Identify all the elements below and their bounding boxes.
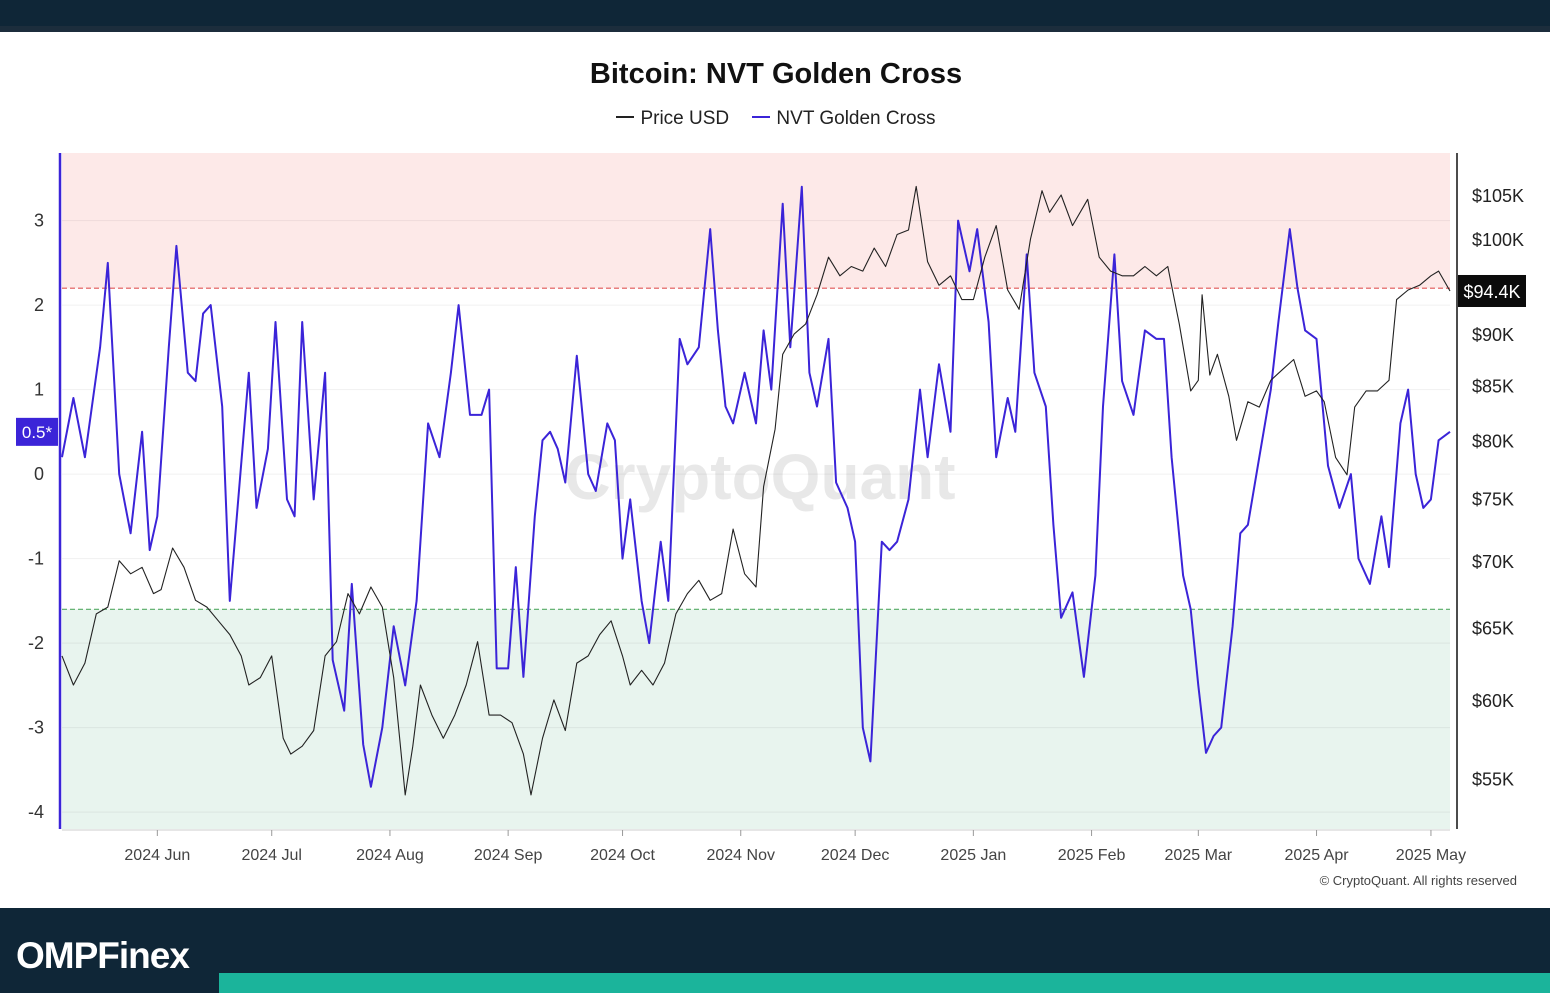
x-tick-label: 2025 Jan <box>940 847 1006 864</box>
legend-label-nvt: NVT Golden Cross <box>776 108 936 129</box>
x-tick-label: 2024 Jul <box>241 847 302 864</box>
price-series-line <box>61 185 1451 796</box>
top-header-bar <box>0 0 1550 26</box>
x-tick-label: 2025 Apr <box>1285 847 1350 864</box>
right-tick-label: $90K <box>1472 325 1514 345</box>
upper-zone <box>62 153 1450 289</box>
right-tick-label: $60K <box>1472 691 1514 711</box>
right-tick-label: $65K <box>1472 619 1514 639</box>
left-value-label: 0.5* <box>22 423 53 442</box>
left-tick-label: 3 <box>34 211 44 231</box>
x-tick-label: 2024 Jun <box>124 847 190 864</box>
right-tick-label: $100K <box>1472 230 1524 250</box>
left-tick-label: -1 <box>28 549 44 569</box>
chart-title: Bitcoin: NVT Golden Cross <box>589 58 963 90</box>
top-header-divider <box>0 26 1550 32</box>
nvt-series-line <box>61 185 1451 788</box>
right-value-badge <box>1458 274 1526 307</box>
legend-swatch-price <box>616 115 635 118</box>
x-tick-label: 2024 Sep <box>474 847 543 864</box>
copyright-notice: © CryptoQuant. All rights reserved <box>1319 873 1517 888</box>
lower-zone <box>62 609 1450 829</box>
right-tick-label: $80K <box>1472 431 1514 451</box>
legend-label-price: Price USD <box>640 108 730 129</box>
legend-item-nvt[interactable]: NVT Golden Cross <box>752 108 936 130</box>
right-value-label: $94.4K <box>1463 282 1520 302</box>
x-tick-label: 2024 Nov <box>706 847 775 864</box>
footer-accent-stripe <box>219 973 1550 993</box>
x-tick-label: 2024 Oct <box>590 847 655 864</box>
legend-swatch-nvt <box>752 115 771 118</box>
brand-logo: OMPFinex <box>16 935 190 976</box>
left-value-badge <box>16 417 58 446</box>
chart-plot: CryptoQuant 3 2 1 0 -1 -2 -3 -4 0.5* $105K $100K $90… <box>16 153 1526 864</box>
chart-legend: Price USD NVT Golden Cross <box>0 108 1550 130</box>
right-tick-label: $105K <box>1472 186 1524 206</box>
x-tick-label: 2024 Aug <box>356 847 424 864</box>
left-tick-label: 0 <box>34 464 44 484</box>
right-tick-label: $75K <box>1472 490 1514 510</box>
x-tick-label: 2024 Dec <box>821 847 890 864</box>
left-tick-label: -4 <box>28 802 44 822</box>
right-tick-label: $85K <box>1472 377 1514 397</box>
x-tick-label: 2025 May <box>1396 847 1466 864</box>
right-tick-label: $55K <box>1472 769 1514 789</box>
legend-item-price[interactable]: Price USD <box>616 108 729 130</box>
left-tick-label: -2 <box>28 633 44 653</box>
watermark: CryptoQuant <box>564 441 955 513</box>
left-tick-label: 2 <box>34 295 44 315</box>
x-tick-label: 2025 Mar <box>1165 847 1233 864</box>
right-tick-label: $70K <box>1472 552 1514 572</box>
x-tick-label: 2025 Feb <box>1058 847 1126 864</box>
left-tick-label: -3 <box>28 718 44 738</box>
left-tick-label: 1 <box>34 380 44 400</box>
